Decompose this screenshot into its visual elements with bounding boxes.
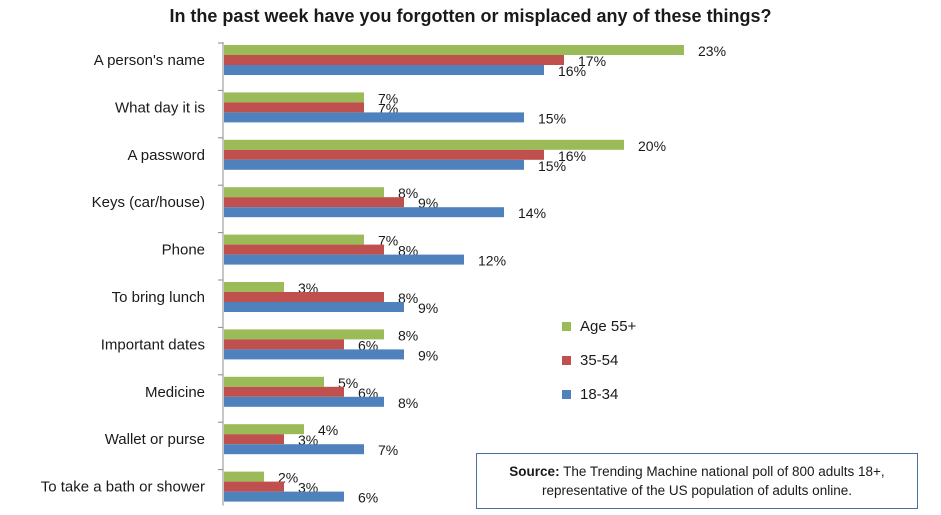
category-label-medicine: Medicine: [145, 384, 205, 401]
source-line-1: The Trending Machine national poll of 80…: [563, 464, 885, 479]
legend-label-35-54: 35-54: [580, 351, 619, 369]
data-label-18-34-medicine: 8%: [398, 395, 418, 411]
category-label-important-dates: Important dates: [101, 336, 205, 353]
bar-35-54-to-take-a-bath-or-shower: [224, 481, 284, 492]
legend-swatch-age-55-plus: [562, 321, 571, 331]
chart-title: In the past week have you forgotten or m…: [169, 6, 772, 26]
legend-swatch-18-34: [562, 389, 571, 399]
bar-age-55-a-password: [224, 139, 624, 150]
legend-swatch-35-54: [562, 355, 571, 365]
data-label-18-34-to-bring-lunch: 9%: [418, 300, 438, 316]
legend-label-18-34: 18-34: [580, 385, 619, 403]
bar-age-55-to-bring-lunch: [224, 282, 284, 292]
bar-age-55-what-day-it-is: [224, 92, 364, 103]
category-label-phone: Phone: [162, 242, 205, 259]
bar-18-34-to-take-a-bath-or-shower: [224, 491, 344, 502]
bar-18-34-a-password: [224, 159, 524, 170]
bar-35-54-important-dates: [224, 339, 344, 350]
bar-35-54-what-day-it-is: [224, 102, 364, 113]
category-label-a-password: A password: [127, 147, 205, 164]
data-label-18-34-a-password: 15%: [538, 158, 566, 174]
bar-18-34-a-person-s-name: [224, 65, 544, 75]
legend: Age 55+ 35-54 18-34: [562, 318, 636, 420]
data-label-18-34-a-person-s-name: 16%: [558, 63, 586, 79]
data-label-35-54-a-password: 16%: [558, 148, 586, 164]
category-label-to-bring-lunch: To bring lunch: [112, 289, 205, 306]
bar-35-54-phone: [224, 244, 384, 255]
bar-age-55-keys-car-house: [224, 187, 384, 198]
data-label-age-55-a-password: 20%: [638, 138, 666, 154]
bar-age-55-phone: [224, 234, 364, 245]
category-label-what-day-it-is: What day it is: [115, 99, 205, 116]
data-label-18-34-what-day-it-is: 15%: [538, 110, 566, 126]
bar-35-54-to-bring-lunch: [224, 292, 384, 302]
category-label-keys-car-house: Keys (car/house): [92, 194, 205, 211]
bar-18-34-phone: [224, 254, 464, 265]
bar-age-55-medicine: [224, 376, 324, 387]
bar-age-55-a-person-s-name: [224, 45, 684, 55]
bar-18-34-important-dates: [224, 349, 404, 360]
category-label-wallet-or-purse: Wallet or purse: [105, 431, 205, 448]
bar-35-54-a-person-s-name: [224, 55, 564, 65]
data-label-age-55-what-day-it-is: 7%: [378, 90, 398, 106]
bar-35-54-a-password: [224, 149, 544, 160]
bar-18-34-wallet-or-purse: [224, 444, 364, 455]
data-label-18-34-keys-car-house: 14%: [518, 205, 546, 221]
data-label-18-34-important-dates: 9%: [418, 347, 438, 363]
source-line-2: representative of the US population of a…: [542, 483, 852, 498]
bar-18-34-keys-car-house: [224, 207, 504, 218]
data-label-age-55-wallet-or-purse: 4%: [318, 422, 338, 438]
source-label: Source:: [509, 464, 560, 479]
legend-item-35-54: 35-54: [562, 351, 636, 369]
bar-age-55-important-dates: [224, 329, 384, 340]
data-label-35-54-a-person-s-name: 17%: [578, 53, 606, 69]
legend-item-18-34: 18-34: [562, 385, 636, 403]
data-label-age-55-important-dates: 8%: [398, 327, 418, 343]
bar-age-55-wallet-or-purse: [224, 424, 304, 435]
legend-item-age-55-plus: Age 55+: [562, 317, 637, 335]
source-note: Source: The Trending Machine national po…: [476, 453, 918, 509]
bar-35-54-wallet-or-purse: [224, 434, 284, 445]
data-label-18-34-to-take-a-bath-or-shower: 6%: [358, 490, 378, 506]
data-label-age-55-a-person-s-name: 23%: [698, 43, 726, 59]
category-label-to-take-a-bath-or-shower: To take a bath or shower: [41, 479, 205, 496]
bar-18-34-what-day-it-is: [224, 112, 524, 123]
data-label-18-34-phone: 12%: [478, 253, 506, 269]
legend-label-age-55-plus: Age 55+: [580, 317, 637, 335]
bar-35-54-medicine: [224, 386, 344, 397]
bar-18-34-medicine: [224, 396, 384, 407]
data-label-18-34-wallet-or-purse: 7%: [378, 442, 398, 458]
bar-age-55-to-take-a-bath-or-shower: [224, 471, 264, 482]
bar-18-34-to-bring-lunch: [224, 302, 404, 312]
category-label-a-person-s-name: A person's name: [94, 52, 205, 69]
bar-35-54-keys-car-house: [224, 197, 404, 208]
